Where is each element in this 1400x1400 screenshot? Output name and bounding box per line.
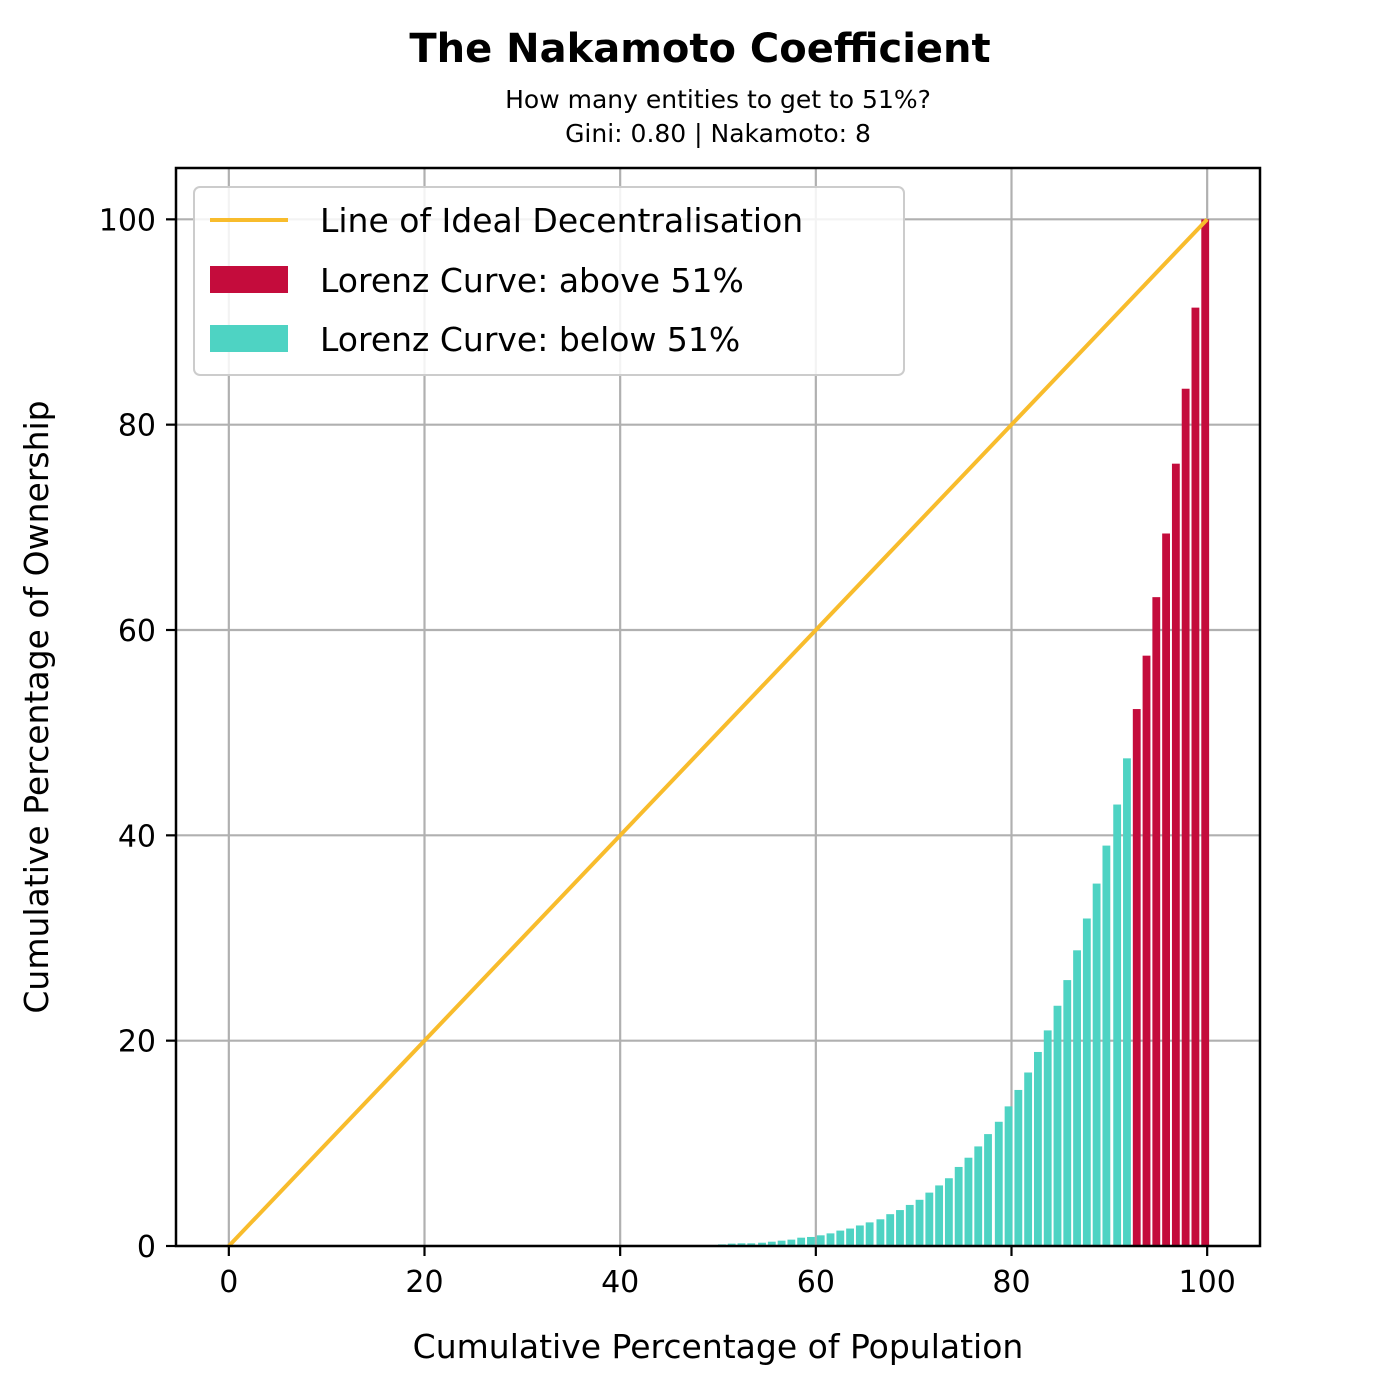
- bar-above-51: [1162, 533, 1170, 1246]
- chart-subtitle-line-2: Gini: 0.80 | Nakamoto: 8: [565, 119, 871, 148]
- bar-below-51: [1014, 1089, 1023, 1246]
- bar-below-51: [1004, 1106, 1013, 1246]
- bar-below-51: [974, 1146, 983, 1246]
- bar-above-51: [1152, 597, 1161, 1246]
- chart-title: The Nakamoto Coefficient: [409, 26, 990, 72]
- bar-below-51: [1113, 804, 1122, 1246]
- bar-below-51: [1053, 1005, 1062, 1246]
- bar-below-51: [737, 1243, 746, 1246]
- ideal-decentralisation-line: [227, 217, 1209, 1248]
- bar-below-51: [935, 1185, 944, 1246]
- bar-below-51: [1024, 1072, 1033, 1246]
- bar-below-51: [944, 1178, 953, 1246]
- bar-below-51: [915, 1199, 924, 1246]
- y-tick-label: 0: [137, 1230, 156, 1265]
- bar-above-51: [1142, 655, 1151, 1246]
- x-tick-label: 60: [797, 1265, 835, 1300]
- bar-below-51: [767, 1241, 776, 1246]
- bar-below-51: [994, 1121, 1003, 1246]
- bar-below-51: [1034, 1051, 1042, 1246]
- bar-below-51: [984, 1134, 992, 1246]
- bar-below-51: [816, 1235, 825, 1246]
- x-tick-label: 80: [992, 1265, 1030, 1300]
- y-tick-label: 100: [99, 203, 156, 238]
- bar-above-51: [1171, 463, 1180, 1246]
- y-tick-label: 20: [118, 1025, 156, 1060]
- y-axis-label: Cumulative Percentage of Ownership: [17, 400, 56, 1013]
- bar-below-51: [925, 1192, 934, 1246]
- bar-below-51: [836, 1230, 845, 1246]
- bar-below-51: [1073, 950, 1081, 1246]
- ideal-line-group: [227, 217, 1209, 1248]
- legend-above-label: Lorenz Curve: above 51%: [320, 261, 744, 300]
- bar-below-51: [896, 1210, 904, 1246]
- legend-below-swatch: [210, 325, 288, 352]
- bar-above-51: [1201, 219, 1210, 1246]
- bar-below-51: [787, 1239, 796, 1246]
- x-axis-label: Cumulative Percentage of Population: [413, 1327, 1024, 1366]
- bar-below-51: [807, 1236, 815, 1246]
- legend-below-label: Lorenz Curve: below 51%: [320, 320, 740, 359]
- bar-below-51: [964, 1157, 973, 1246]
- bar-below-51: [777, 1240, 786, 1246]
- bar-below-51: [876, 1219, 885, 1246]
- legend: Line of Ideal Decentralisation Lorenz Cu…: [193, 186, 905, 376]
- bar-below-51: [758, 1242, 766, 1246]
- y-tick-label: 60: [118, 614, 156, 649]
- bar-below-51: [846, 1228, 854, 1246]
- x-tick-label: 40: [601, 1265, 639, 1300]
- x-tick-label: 20: [405, 1265, 443, 1300]
- y-tick-label: 80: [118, 409, 156, 444]
- bar-below-51: [954, 1166, 963, 1246]
- bars: [688, 219, 1210, 1246]
- bar-below-51: [1043, 1030, 1052, 1246]
- y-tick-label: 40: [118, 819, 156, 854]
- bar-below-51: [1102, 845, 1111, 1246]
- x-tick-label: 100: [1179, 1265, 1236, 1300]
- bar-below-51: [1092, 883, 1101, 1246]
- bar-above-51: [1181, 388, 1190, 1246]
- bar-below-51: [905, 1204, 914, 1246]
- bar-below-51: [1082, 918, 1091, 1246]
- bar-below-51: [747, 1243, 756, 1246]
- bar-below-51: [797, 1237, 806, 1246]
- legend-above-swatch: [210, 266, 288, 293]
- bar-below-51: [826, 1233, 835, 1246]
- bar-above-51: [1132, 709, 1141, 1246]
- bar-below-51: [865, 1222, 874, 1246]
- bar-above-51: [1191, 307, 1200, 1246]
- bar-below-51: [1123, 758, 1131, 1246]
- axes-frame: [174, 166, 1262, 1248]
- bar-below-51: [855, 1225, 864, 1246]
- chart-subtitle-line-1: How many entities to get to 51%?: [505, 85, 931, 114]
- bar-below-51: [886, 1214, 895, 1246]
- legend-box: [193, 186, 905, 376]
- bar-below-51: [1063, 980, 1072, 1246]
- x-tick-label: 0: [219, 1265, 238, 1300]
- legend-ideal-line-label: Line of Ideal Decentralisation: [320, 201, 803, 240]
- ticks: 0 20 40 60 80 100 0 20 40 60 80 100: [99, 203, 1236, 1300]
